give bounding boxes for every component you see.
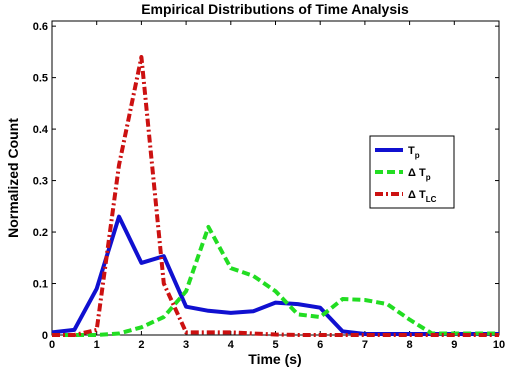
y-tick-label: 0 xyxy=(42,330,48,342)
y-tick-label: 0.2 xyxy=(33,227,48,239)
x-tick-label: 3 xyxy=(183,339,189,351)
legend-label-2: Δ TLC xyxy=(408,189,437,204)
series-line-1 xyxy=(52,224,499,337)
y-tick-label: 0.3 xyxy=(33,176,48,188)
chart-title: Empirical Distributions of Time Analysis xyxy=(141,1,409,17)
x-tick-label: 1 xyxy=(94,339,100,351)
y-tick-label: 0.5 xyxy=(33,73,48,85)
x-tick-label: 0 xyxy=(49,339,55,351)
legend-label-sub: p xyxy=(426,173,431,182)
legend-label-main: T xyxy=(408,145,415,157)
x-tick-label: 2 xyxy=(138,339,144,351)
series-line-2 xyxy=(52,55,499,337)
x-axis-label: Time (s) xyxy=(248,351,301,367)
legend-label-0: Tp xyxy=(408,145,420,160)
x-tick-label: 4 xyxy=(228,339,235,351)
x-tick-label: 6 xyxy=(317,339,323,351)
y-tick-label: 0.4 xyxy=(33,124,49,136)
y-tick-label: 0.6 xyxy=(33,21,48,33)
x-tick-label: 9 xyxy=(451,339,457,351)
x-tick-label: 5 xyxy=(272,339,278,351)
legend-label-main: Δ T xyxy=(408,167,426,179)
y-axis-label: Normalized Count xyxy=(5,118,21,238)
legend: TpΔ TpΔ TLC xyxy=(369,135,455,209)
x-tick-label: 10 xyxy=(493,339,505,351)
legend-label-sub: p xyxy=(415,151,420,160)
x-tick-label: 8 xyxy=(407,339,413,351)
series-line-0 xyxy=(51,214,499,336)
y-tick-label: 0.1 xyxy=(33,279,48,291)
legend-label-sub: LC xyxy=(426,195,437,204)
legend-label-1: Δ Tp xyxy=(408,167,431,182)
legend-label-main: Δ T xyxy=(408,189,426,201)
x-tick-label: 7 xyxy=(362,339,368,351)
